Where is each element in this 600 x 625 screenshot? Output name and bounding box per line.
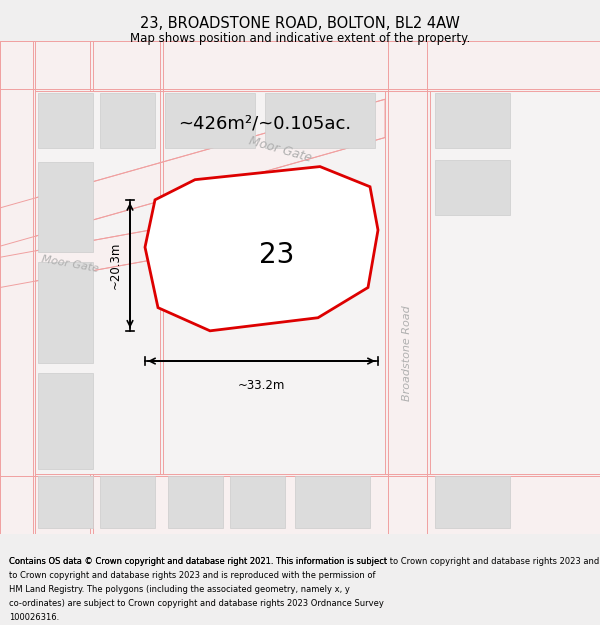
Text: to Crown copyright and database rights 2023 and is reproduced with the permissio: to Crown copyright and database rights 2… [9, 571, 376, 580]
Bar [100, 93, 155, 149]
Bar [200, 217, 320, 308]
Bar [230, 476, 285, 528]
Polygon shape [0, 99, 385, 246]
Bar [100, 476, 155, 528]
Text: 23, BROADSTONE ROAD, BOLTON, BL2 4AW: 23, BROADSTONE ROAD, BOLTON, BL2 4AW [140, 16, 460, 31]
Text: Contains OS data © Crown copyright and database right 2021. This information is : Contains OS data © Crown copyright and d… [9, 558, 387, 566]
Polygon shape [145, 167, 378, 331]
Text: Broadstone Road: Broadstone Road [402, 305, 412, 401]
Text: co-ordinates) are subject to Crown copyright and database rights 2023 Ordnance S: co-ordinates) are subject to Crown copyr… [9, 599, 384, 608]
Bar [38, 161, 93, 252]
Polygon shape [385, 41, 430, 534]
Bar [265, 93, 375, 149]
Bar [0, 41, 600, 91]
Bar [295, 476, 370, 528]
Text: HM Land Registry. The polygons (including the associated geometry, namely x, y: HM Land Registry. The polygons (includin… [9, 585, 350, 594]
Bar [38, 373, 93, 469]
Text: Moor Gate: Moor Gate [247, 134, 313, 164]
Bar [38, 93, 93, 149]
Polygon shape [0, 228, 160, 288]
Text: ~426m²/~0.105ac.: ~426m²/~0.105ac. [178, 114, 352, 132]
Bar [38, 476, 93, 528]
Bar [38, 262, 93, 363]
Bar [435, 476, 510, 528]
Bar [165, 93, 255, 149]
Text: Map shows position and indicative extent of the property.: Map shows position and indicative extent… [130, 32, 470, 45]
Text: 23: 23 [259, 241, 295, 269]
Text: 100026316.: 100026316. [9, 612, 59, 621]
Bar [168, 476, 223, 528]
Text: Moor Gate: Moor Gate [41, 254, 100, 274]
Bar [435, 93, 510, 149]
Text: Contains OS data © Crown copyright and database right 2021. This information is : Contains OS data © Crown copyright and d… [9, 558, 600, 566]
Bar [435, 159, 510, 215]
Bar [0, 41, 35, 534]
Text: ~33.2m: ~33.2m [238, 379, 285, 392]
Bar [0, 474, 600, 534]
Text: ~20.3m: ~20.3m [109, 242, 122, 289]
